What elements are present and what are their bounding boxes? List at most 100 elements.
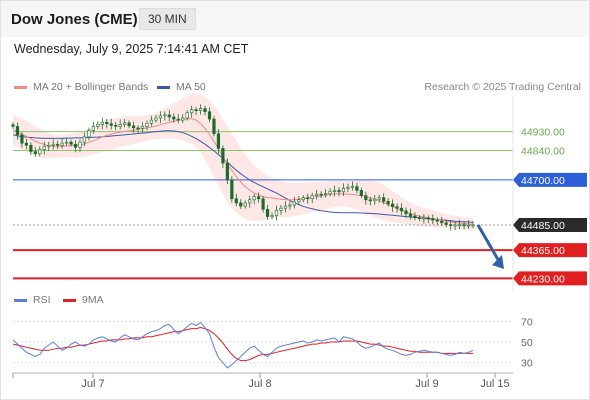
candle xyxy=(149,115,154,127)
candle-body xyxy=(51,143,55,146)
candle-body xyxy=(163,114,167,117)
candle-body xyxy=(96,124,100,127)
candle-body xyxy=(225,162,229,181)
candle xyxy=(426,215,430,224)
candle xyxy=(234,193,238,207)
legend-ma20-label: MA 20 + Bollinger Bands xyxy=(33,81,149,93)
ma50-line xyxy=(12,130,474,223)
candle-body xyxy=(422,217,426,220)
candle-body xyxy=(203,108,207,113)
instrument-title: Dow Jones (CME) xyxy=(11,11,138,28)
candle xyxy=(404,207,408,218)
candle-body xyxy=(243,202,247,207)
candle-body xyxy=(395,206,399,209)
candle xyxy=(172,113,176,123)
candle-body xyxy=(127,122,131,127)
candle-body xyxy=(297,199,301,203)
timeframe-button[interactable]: 30 MIN xyxy=(139,8,196,30)
rsi-tick-label: 30 xyxy=(521,358,533,370)
research-credit: Research © 2025 Trading Central xyxy=(424,81,581,93)
candle xyxy=(78,139,82,152)
candle xyxy=(24,138,28,150)
candle xyxy=(87,127,91,141)
candle xyxy=(190,105,194,118)
candle-body xyxy=(15,126,20,136)
candle-body xyxy=(123,122,127,125)
x-tick-label: Jul 7 xyxy=(81,378,104,390)
forecast-arrow-icon xyxy=(476,224,502,264)
rsi-line xyxy=(12,321,474,369)
candle xyxy=(346,183,350,193)
candle xyxy=(60,138,64,149)
ma9-swatch-icon xyxy=(63,298,76,302)
candle xyxy=(145,120,149,130)
candle-body xyxy=(42,146,46,150)
candle-body xyxy=(350,186,355,188)
candle-body xyxy=(431,218,435,221)
candle xyxy=(212,115,216,137)
candle xyxy=(288,201,292,210)
x-tick-label: Jul 9 xyxy=(415,378,438,390)
price-tag xyxy=(513,172,587,187)
legend-rsi-label: RSI xyxy=(33,294,51,306)
candle xyxy=(292,196,296,209)
candle xyxy=(20,132,24,148)
rsi-tick-label: 70 xyxy=(521,316,533,328)
candle-body xyxy=(364,195,368,201)
candle xyxy=(391,199,395,212)
candle-body xyxy=(216,133,221,149)
candle-body xyxy=(426,217,430,220)
legend-9ma-label: 9MA xyxy=(82,294,104,306)
candle-body xyxy=(87,130,91,138)
candle xyxy=(56,140,60,150)
candle xyxy=(230,176,234,203)
candle xyxy=(261,195,265,213)
candle-body xyxy=(105,121,109,124)
candle xyxy=(69,139,73,147)
candle-body xyxy=(82,136,87,143)
candle xyxy=(140,122,145,133)
forecast-arrowhead-icon xyxy=(492,255,504,269)
candle xyxy=(248,195,252,208)
candle xyxy=(131,121,136,133)
candle-body xyxy=(377,197,381,200)
candle xyxy=(395,203,399,213)
candle xyxy=(265,204,270,220)
candle-body xyxy=(261,198,265,210)
candle xyxy=(417,215,422,222)
candle-body xyxy=(453,224,457,227)
candle xyxy=(51,139,55,150)
candle xyxy=(11,122,15,129)
candle-body xyxy=(154,117,158,121)
candle xyxy=(279,204,283,215)
candle-body xyxy=(73,143,78,148)
candle-body xyxy=(413,215,417,218)
price-tag xyxy=(513,243,587,258)
candle xyxy=(91,122,95,134)
candle xyxy=(123,119,127,128)
rsi-swatch-icon xyxy=(14,298,27,302)
legend-ma50: MA 50 xyxy=(157,81,206,93)
candle xyxy=(350,181,355,191)
candle xyxy=(96,121,100,130)
candle-body xyxy=(471,224,475,227)
candle xyxy=(337,187,341,197)
candle xyxy=(82,132,87,147)
candle xyxy=(42,141,46,155)
level-label: 44840.00 xyxy=(521,146,565,158)
candle xyxy=(431,214,435,225)
candle xyxy=(33,147,37,157)
header-bar: Dow Jones (CME) 30 MIN xyxy=(1,1,589,37)
candle-body xyxy=(408,213,413,217)
candle xyxy=(310,192,314,204)
candle-body xyxy=(221,148,225,164)
candle-body xyxy=(109,123,113,126)
candle-body xyxy=(252,196,256,201)
candle xyxy=(359,187,363,199)
candle xyxy=(466,220,471,229)
candle xyxy=(198,104,203,115)
candle-body xyxy=(292,201,296,206)
price-tag xyxy=(513,217,587,232)
candle-body xyxy=(78,141,82,148)
